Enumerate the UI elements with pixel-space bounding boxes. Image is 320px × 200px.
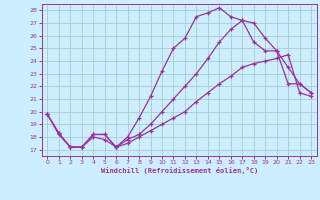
X-axis label: Windchill (Refroidissement éolien,°C): Windchill (Refroidissement éolien,°C) xyxy=(100,167,258,174)
